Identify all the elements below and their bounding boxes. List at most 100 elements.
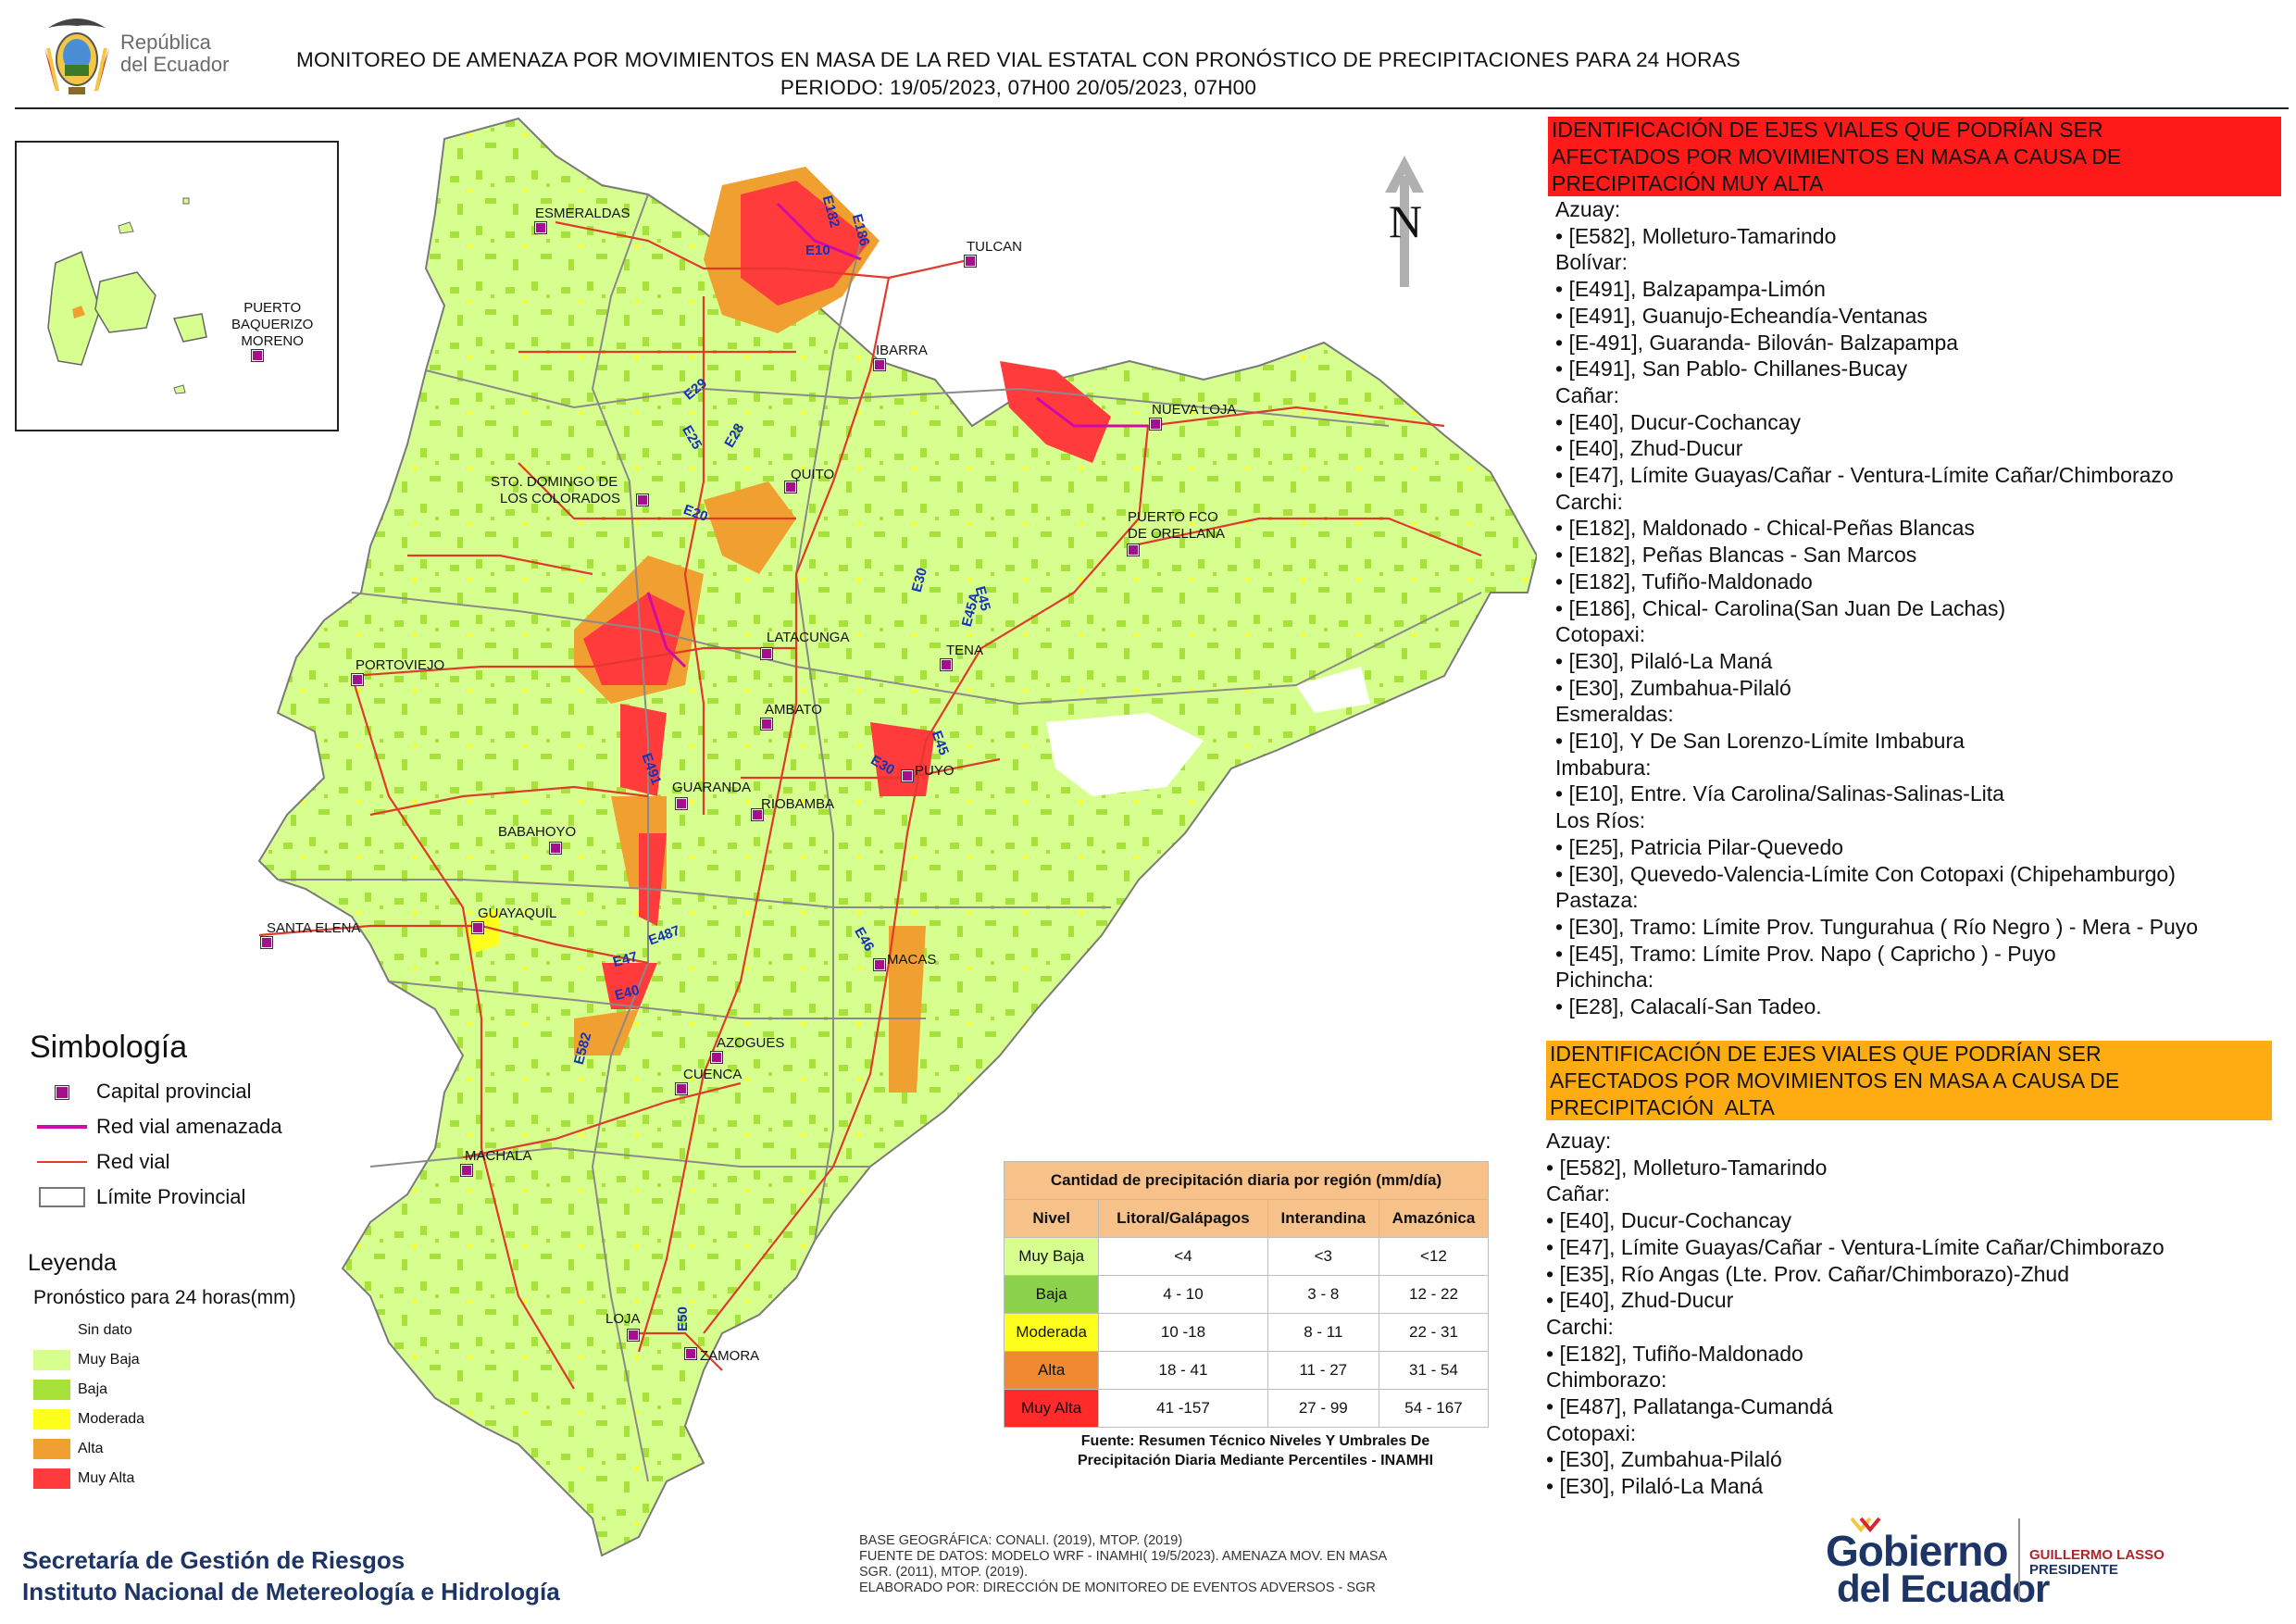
republic-brand-text: República del Ecuador <box>120 31 229 76</box>
table-cell: 3 - 8 <box>1267 1275 1379 1314</box>
table-cell: 31 - 54 <box>1378 1351 1490 1390</box>
leyenda-label: Baja <box>78 1381 108 1397</box>
table-source: Fuente: Resumen Técnico Niveles Y Umbral… <box>1005 1431 1505 1470</box>
city-label: AMBATO <box>765 702 822 718</box>
logo-divider <box>2018 1518 2020 1602</box>
president-line: PRESIDENTE <box>2029 1562 2118 1578</box>
table-title: Cantidad de precipitación diaria por reg… <box>1004 1161 1489 1200</box>
city-label: MACAS <box>887 952 937 968</box>
level-cell: Baja <box>1003 1275 1100 1314</box>
leyenda-item: Alta <box>33 1439 104 1459</box>
simbologia-label: Red vial amenazada <box>96 1115 282 1138</box>
sources-line: FUENTE DE DATOS: MODELO WRF - INAMHI( 19… <box>859 1549 1388 1564</box>
inset-city-line: MORENO <box>241 333 304 349</box>
alta-road-list: Azuay: • [E582], Molleturo-Tamarindo Cañ… <box>1546 1129 2165 1499</box>
gobierno-logo-line1: Gobierno <box>1826 1527 2008 1575</box>
legend-swatch <box>33 1320 70 1341</box>
capital-marker <box>784 481 797 493</box>
brand-line-2: del Ecuador <box>120 53 230 76</box>
capital-marker <box>710 1051 723 1064</box>
table-source-line: Fuente: Resumen Técnico Niveles Y Umbral… <box>1080 1433 1430 1449</box>
city-label: RIOBAMBA <box>761 796 835 812</box>
north-arrow-icon <box>1385 156 1424 287</box>
legend-swatch <box>33 1409 70 1430</box>
alta-heading: IDENTIFICACIÓN DE EJES VIALES QUE PODRÍA… <box>1546 1041 2272 1120</box>
capital-marker <box>684 1347 697 1360</box>
gobierno-logo-line2: del Ecuador <box>1837 1567 2050 1610</box>
legend-swatch <box>33 1439 70 1459</box>
table-cell: 22 - 31 <box>1378 1313 1490 1352</box>
muy-alta-road-list: Azuay: • [E582], Molleturo-Tamarindo Bol… <box>1555 197 2199 1019</box>
capital-icon <box>37 1081 87 1103</box>
table-row: Alta 18 - 41 11 - 27 31 - 54 <box>1003 1351 1490 1390</box>
city-label: PORTOVIEJO <box>356 657 445 673</box>
mainland-ecuador <box>257 117 1537 1557</box>
city-label: MACHALA <box>465 1148 532 1164</box>
map-sources: BASE GEOGRÁFICA: CONALI. (2019), MTOP. (… <box>859 1533 1387 1596</box>
inset-city-line: PUERTO <box>243 300 302 316</box>
capital-marker <box>760 718 773 731</box>
capital-marker <box>627 1329 640 1342</box>
table-cell: <3 <box>1267 1237 1379 1276</box>
president-name: GUILLERMO LASSO PRESIDENTE <box>2029 1548 2165 1578</box>
leyenda-label: Moderada <box>78 1411 145 1427</box>
precipitation-table: Cantidad de precipitación diaria por reg… <box>1003 1161 1490 1428</box>
gobierno-check-icon <box>1850 1517 1881 1533</box>
city-label: AZOGUES <box>717 1035 785 1051</box>
page-title: MONITOREO DE AMENAZA POR MOVIMIENTOS EN … <box>278 46 1759 102</box>
table-cell: 12 - 22 <box>1378 1275 1490 1314</box>
city-label: LOS COLORADOS <box>500 491 621 506</box>
capital-marker <box>636 493 649 506</box>
capital-marker <box>751 808 764 821</box>
ecuador-threat-map <box>257 117 1537 1557</box>
capital-marker <box>675 797 688 810</box>
muy-alta-heading: IDENTIFICACIÓN DE EJES VIALES QUE PODRÍA… <box>1548 117 2281 196</box>
table-cell: 10 -18 <box>1098 1313 1268 1352</box>
simbologia-item: Red vial <box>37 1148 169 1176</box>
level-cell: Moderada <box>1003 1313 1100 1352</box>
simbologia-title: Simbología <box>30 1030 188 1065</box>
capital-marker <box>873 958 886 971</box>
table-cell: <12 <box>1378 1237 1490 1276</box>
title-line-2: PERIODO: 19/05/2023, 07H00 20/05/2023, 0… <box>780 76 1257 99</box>
leyenda-item: Muy Baja <box>33 1350 140 1370</box>
capital-marker <box>964 255 977 268</box>
capital-marker <box>873 358 886 371</box>
table-cell: <4 <box>1098 1237 1268 1276</box>
leyenda-item: Moderada <box>33 1409 144 1430</box>
level-cell: Alta <box>1003 1351 1100 1390</box>
table-row: Muy Baja <4 <3 <12 <box>1003 1237 1490 1276</box>
capital-marker <box>940 658 953 671</box>
threatened-road-line-icon <box>37 1116 87 1138</box>
road-label: E10 <box>805 243 830 258</box>
province-limit-icon <box>37 1186 87 1208</box>
city-label: TENA <box>946 643 984 658</box>
simbologia-item: Límite Provincial <box>37 1183 245 1211</box>
city-label: NUEVA LOJA <box>1152 402 1237 418</box>
leyenda-label: Muy Baja <box>78 1352 140 1368</box>
table-cell: 41 -157 <box>1098 1389 1268 1428</box>
city-label: LOJA <box>605 1311 641 1327</box>
table-cell: 18 - 41 <box>1098 1351 1268 1390</box>
capital-marker <box>1149 418 1162 431</box>
city-label: GUARANDA <box>672 780 752 795</box>
city-label: LATACUNGA <box>767 630 850 645</box>
capital-marker <box>251 349 264 362</box>
brand-line-1: República <box>120 31 211 54</box>
table-row: Muy Alta 41 -157 27 - 99 54 - 167 <box>1003 1389 1490 1428</box>
table-row: Moderada 10 -18 8 - 11 22 - 31 <box>1003 1313 1490 1352</box>
ecuador-coat-of-arms-icon <box>44 19 109 94</box>
sources-line: BASE GEOGRÁFICA: CONALI. (2019), MTOP. (… <box>859 1533 1183 1548</box>
title-line-1: MONITOREO DE AMENAZA POR MOVIMIENTOS EN … <box>296 48 1741 71</box>
sources-line: SGR. (2011), MTOP. (2019). <box>859 1565 1029 1580</box>
inset-city-label: PUERTO BAQUERIZO MORENO <box>231 300 313 350</box>
table-cell: 27 - 99 <box>1267 1389 1379 1428</box>
leyenda-label: Muy Alta <box>78 1470 135 1486</box>
galapagos-islands <box>47 197 207 394</box>
table-cell: 11 - 27 <box>1267 1351 1379 1390</box>
city-label: SANTA ELENA <box>267 920 361 936</box>
capital-marker <box>1127 543 1140 556</box>
leyenda-subtitle: Pronóstico para 24 horas(mm) <box>33 1287 296 1308</box>
capital-marker <box>675 1082 688 1095</box>
capital-marker <box>351 673 364 686</box>
